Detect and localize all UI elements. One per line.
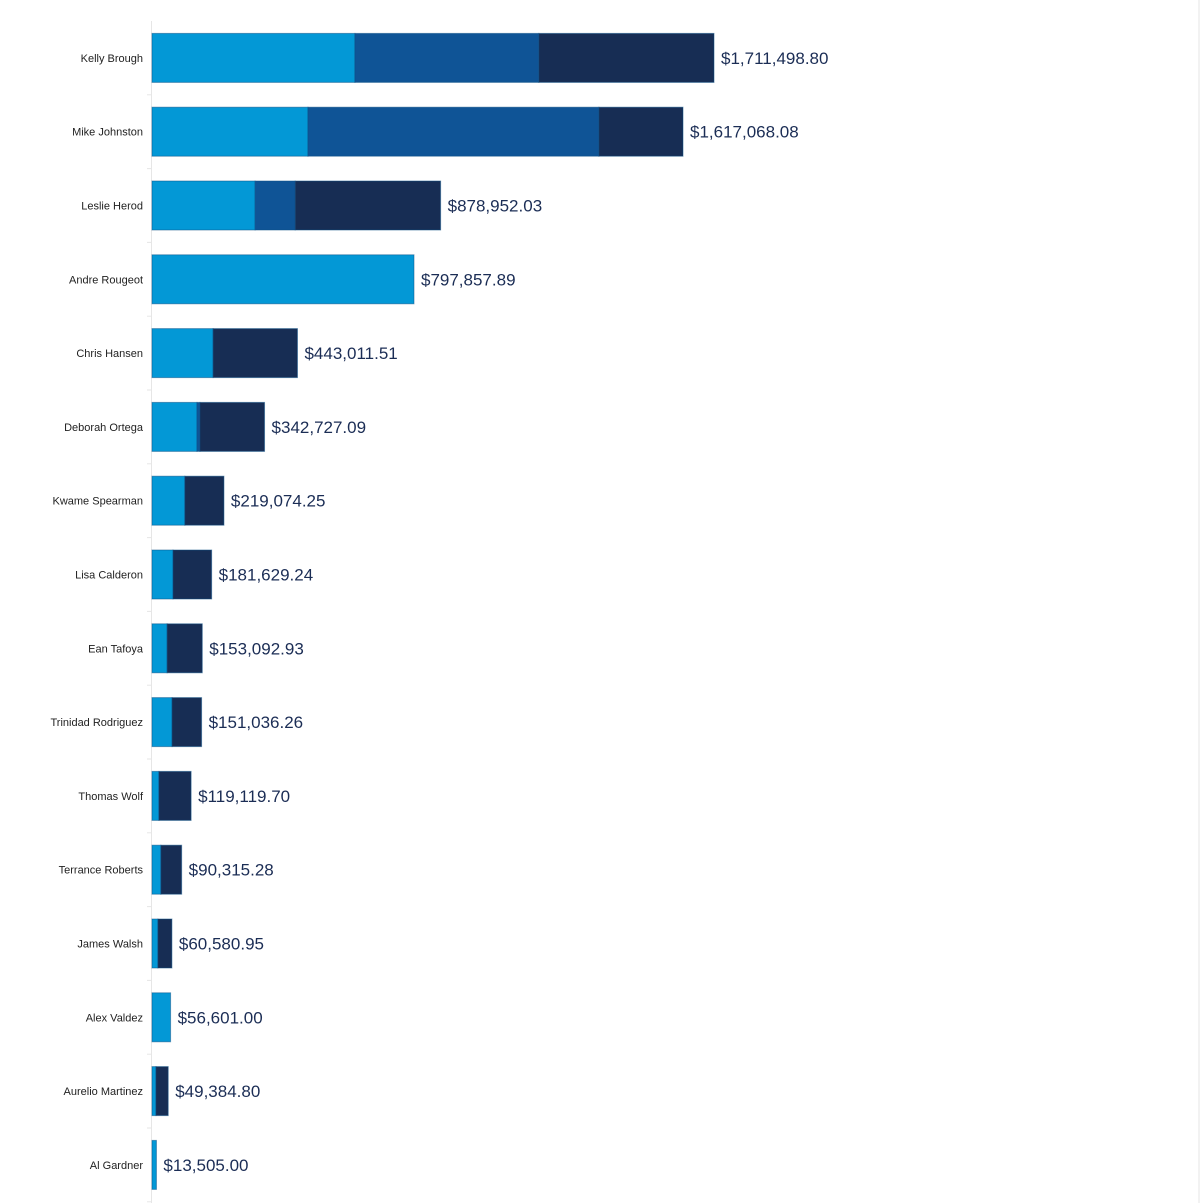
total-value-label: $56,601.00 xyxy=(178,1008,263,1027)
bar-segment-series-1 xyxy=(151,770,160,821)
category-label: Kelly Brough xyxy=(81,53,143,65)
total-value-label: $1,711,498.80 xyxy=(721,49,828,68)
total-value-label: $797,857.89 xyxy=(421,270,516,289)
category-label: Terrance Roberts xyxy=(59,865,144,877)
category-label: Deborah Ortega xyxy=(64,422,144,434)
bar-segment-series-1 xyxy=(151,328,214,379)
category-label: Aurelio Martinez xyxy=(64,1086,143,1098)
category-label: James Walsh xyxy=(77,939,143,951)
category-label: Al Gardner xyxy=(90,1160,144,1172)
bar-segment-series-1 xyxy=(151,180,256,231)
total-value-label: $878,952.03 xyxy=(448,197,543,216)
bar-segment-series-3 xyxy=(212,328,298,379)
bar-segment-series-2 xyxy=(354,32,540,83)
total-value-label: $153,092.93 xyxy=(209,639,304,658)
bar-segment-series-3 xyxy=(538,32,715,83)
total-value-label: $1,617,068.08 xyxy=(690,123,799,142)
category-label: Trinidad Rodriguez xyxy=(50,717,143,729)
bar-segment-series-1 xyxy=(151,623,168,674)
total-value-label: $443,011.51 xyxy=(304,344,397,363)
category-label: Leslie Herod xyxy=(81,201,143,213)
bar-segment-series-3 xyxy=(294,180,442,231)
bar-segment-series-1 xyxy=(151,992,172,1043)
bar-segment-series-1 xyxy=(151,697,173,748)
bar-segment-series-3 xyxy=(171,697,203,748)
bar-segment-series-3 xyxy=(155,1066,169,1117)
bar-segment-series-3 xyxy=(160,844,183,895)
bar-segment-series-3 xyxy=(158,770,192,821)
bar-segment-series-2 xyxy=(307,106,600,157)
bar-segment-series-3 xyxy=(157,918,173,969)
bar-segment-series-1 xyxy=(151,254,415,305)
total-value-label: $49,384.80 xyxy=(175,1082,260,1101)
bar-segment-series-3 xyxy=(166,623,203,674)
category-label: Alex Valdez xyxy=(86,1012,143,1024)
bar-segment-series-1 xyxy=(151,32,356,83)
total-value-label: $219,074.25 xyxy=(231,492,326,511)
category-label: Lisa Calderon xyxy=(75,570,143,582)
category-label: Chris Hansen xyxy=(76,348,143,360)
total-value-label: $13,505.00 xyxy=(163,1156,248,1175)
bar-segment-series-1 xyxy=(151,1066,157,1117)
bar-segment-series-3 xyxy=(184,475,225,526)
bar-segment-series-1 xyxy=(151,106,309,157)
bar-segment-series-2 xyxy=(254,180,296,231)
category-label: Thomas Wolf xyxy=(78,791,144,803)
bar-segment-series-3 xyxy=(598,106,684,157)
bar-segment-series-1 xyxy=(151,475,186,526)
total-value-label: $90,315.28 xyxy=(189,861,274,880)
bar-segment-series-1 xyxy=(151,549,174,600)
total-value-label: $342,727.09 xyxy=(272,418,367,437)
total-value-label: $181,629.24 xyxy=(219,566,314,585)
category-label: Ean Tafoya xyxy=(88,643,144,655)
bar-segment-series-1 xyxy=(151,844,162,895)
bar-segment-series-1 xyxy=(151,401,198,452)
category-label: Kwame Spearman xyxy=(53,496,144,508)
total-value-label: $60,580.95 xyxy=(179,935,264,954)
total-value-label: $151,036.26 xyxy=(209,713,304,732)
bar-segment-series-1 xyxy=(151,1139,157,1190)
total-value-label: $119,119.70 xyxy=(198,787,290,806)
bar-segment-series-3 xyxy=(199,401,266,452)
category-label: Andre Rougeot xyxy=(69,274,143,286)
right-border xyxy=(1198,0,1200,1203)
bar-segment-series-3 xyxy=(172,549,213,600)
category-label: Mike Johnston xyxy=(72,127,143,139)
bar-segment-series-1 xyxy=(151,918,159,969)
